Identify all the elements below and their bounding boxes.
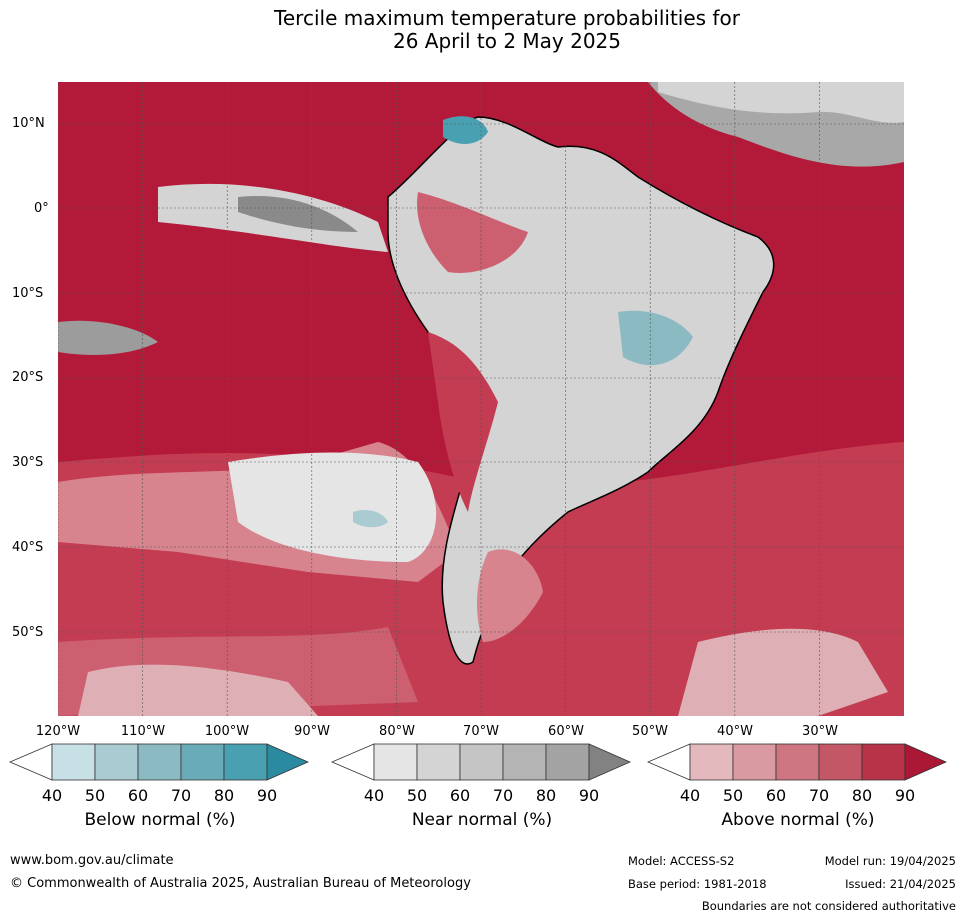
- lon-label: 100°W: [204, 724, 250, 739]
- tick-label: 40: [679, 786, 701, 805]
- tick-label: 50: [406, 786, 428, 805]
- amazon-above-normal: [417, 192, 528, 273]
- lon-label: 40°W: [717, 724, 753, 739]
- tick-label: 90: [894, 786, 916, 805]
- colorbar-title-near: Near normal (%): [411, 810, 553, 830]
- colorbar-segment: [373, 743, 418, 781]
- tick-label: 40: [363, 786, 385, 805]
- tick-label: 70: [808, 786, 830, 805]
- issued-text: Issued: 21/04/2025: [845, 877, 956, 891]
- colorbar-segment: [732, 743, 777, 781]
- model-text: Model: ACCESS-S2: [628, 854, 735, 868]
- tick-label: 60: [127, 786, 149, 805]
- tick-label: 50: [84, 786, 106, 805]
- lat-label: 0°: [34, 201, 49, 216]
- colorbar-title-above: Above normal (%): [721, 810, 875, 830]
- lon-label: 60°W: [548, 724, 584, 739]
- near-normal-west-band: [58, 320, 158, 355]
- lat-label: 40°S: [12, 540, 44, 555]
- tick-label: 60: [765, 786, 787, 805]
- lat-label: 20°S: [12, 370, 44, 385]
- tick-label: 40: [41, 786, 63, 805]
- colorbar-segment: [502, 743, 547, 781]
- tick-label: 90: [578, 786, 600, 805]
- above-normal-50-region-se: [678, 628, 888, 716]
- colorbar-segment: [137, 743, 182, 781]
- colorbar-segment: [180, 743, 225, 781]
- lon-label: 90°W: [294, 724, 330, 739]
- northern-below-normal: [443, 116, 488, 144]
- colorbar-segment: [459, 743, 504, 781]
- colorbar-segment: [904, 743, 947, 781]
- colorbar-segment: [545, 743, 590, 781]
- colorbar-below-normal: [8, 743, 309, 781]
- patagonia-above-normal: [476, 549, 543, 642]
- colorbar-segment: [223, 743, 268, 781]
- lon-label: 30°W: [802, 724, 838, 739]
- brazil-below-normal: [618, 310, 693, 366]
- colorbar-segment: [8, 743, 53, 781]
- tick-label: 80: [213, 786, 235, 805]
- map-title-line1: Tercile maximum temperature probabilitie…: [274, 6, 740, 30]
- lon-label: 80°W: [379, 724, 415, 739]
- tick-label: 80: [535, 786, 557, 805]
- tick-label: 70: [170, 786, 192, 805]
- colorbar-segment: [94, 743, 139, 781]
- tick-label: 50: [722, 786, 744, 805]
- colorbar-segment: [689, 743, 734, 781]
- tick-label: 80: [851, 786, 873, 805]
- colorbar-segment: [416, 743, 461, 781]
- lat-label: 10°N: [12, 116, 45, 131]
- lon-label: 50°W: [632, 724, 668, 739]
- lon-label: 70°W: [463, 724, 499, 739]
- colorbar-near-normal: [330, 743, 631, 781]
- map-title-line2: 26 April to 2 May 2025: [393, 29, 621, 53]
- colorbar-segment: [818, 743, 863, 781]
- near-normal-ne-light: [658, 82, 904, 123]
- lon-label: 120°W: [35, 724, 81, 739]
- probability-map: [58, 82, 904, 716]
- website-link[interactable]: www.bom.gov.au/climate: [10, 853, 174, 868]
- colorbar-segment: [588, 743, 631, 781]
- colorbar-segment: [861, 743, 906, 781]
- colorbar-segment: [266, 743, 309, 781]
- near-normal-pacific-dark: [238, 196, 358, 232]
- lat-label: 10°S: [12, 286, 44, 301]
- copyright-text: © Commonwealth of Australia 2025, Austra…: [10, 876, 471, 891]
- lon-label: 110°W: [120, 724, 166, 739]
- colorbar-segment: [51, 743, 96, 781]
- lat-label: 30°S: [12, 455, 44, 470]
- colorbar-above-normal: [646, 743, 947, 781]
- below-normal-small-patch: [353, 510, 388, 528]
- andes-above-normal: [428, 332, 498, 512]
- colorbar-segment: [646, 743, 691, 781]
- tick-label: 60: [449, 786, 471, 805]
- graticule: [58, 82, 904, 716]
- colorbar-segment: [330, 743, 375, 781]
- tick-label: 70: [492, 786, 514, 805]
- lat-label: 50°S: [12, 625, 44, 640]
- model-run-text: Model run: 19/04/2025: [824, 854, 956, 868]
- near-normal-south-pacific: [228, 452, 437, 562]
- above-normal-50-region-sw: [78, 664, 318, 716]
- base-period-text: Base period: 1981-2018: [628, 877, 767, 891]
- colorbar-segment: [775, 743, 820, 781]
- disclaimer-text: Boundaries are not considered authoritat…: [701, 899, 956, 913]
- tick-label: 90: [256, 786, 278, 805]
- colorbar-title-below: Below normal (%): [84, 810, 236, 830]
